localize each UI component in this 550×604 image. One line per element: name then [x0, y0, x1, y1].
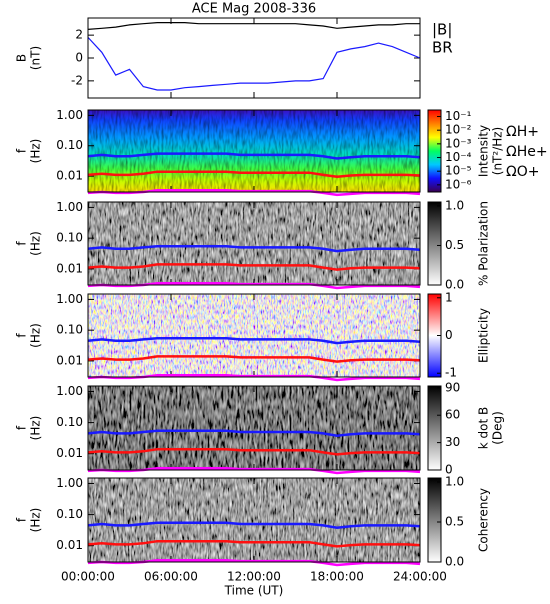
- colorbar-tick-label: 0: [445, 463, 453, 477]
- data-line: [87, 521, 421, 529]
- legend-label: ΩHe+: [506, 144, 548, 160]
- x-tick-label: 24:00:00: [393, 570, 447, 584]
- y-tick-label: 1.00: [56, 200, 83, 214]
- colorbar-tick-label: 10⁻⁵: [445, 164, 472, 178]
- colorbar-label: Coherency: [477, 488, 491, 552]
- colorbar-tick-label: 0.0: [445, 555, 464, 569]
- y-axis-label: f: [15, 425, 29, 430]
- colorbar-tick-label: 0: [445, 328, 453, 342]
- y-tick-label: 0.01: [56, 538, 83, 552]
- y-axis-label: (Hz): [29, 139, 43, 164]
- colorbar-tick-label: 1: [445, 290, 453, 304]
- y-axis-label: f: [15, 241, 29, 246]
- y-axis-label: (Hz): [29, 323, 43, 348]
- y-axis-label: f: [15, 333, 29, 338]
- y-axis-label: (Hz): [29, 231, 43, 256]
- data-line: [87, 539, 421, 548]
- y-tick-label: 0.10: [56, 507, 83, 521]
- data-line: [87, 355, 421, 363]
- colorbar-tick-label: 0.0: [445, 278, 464, 292]
- y-tick-label: 0: [75, 51, 83, 65]
- x-tick-label: 06:00:00: [144, 570, 198, 584]
- colorbar: [427, 477, 442, 563]
- y-tick-label: 0.01: [56, 261, 83, 275]
- data-line: [87, 336, 421, 345]
- colorbar-tick-label: -1: [445, 366, 457, 380]
- plot-frame: [87, 201, 421, 286]
- spectrogram-texture: [88, 110, 420, 192]
- spectrogram-image: [88, 202, 420, 285]
- colorbar-label: % Polarization: [477, 201, 491, 286]
- colorbar-tick-label: 10⁻⁶: [445, 177, 472, 191]
- y-tick-label: 1.00: [56, 108, 83, 122]
- colorbar-tick-label: 1.0: [445, 198, 464, 212]
- y-axis-label: f: [15, 148, 29, 153]
- colorbar-tick-label: 90: [445, 380, 460, 394]
- spectrogram-image: [88, 294, 420, 377]
- y-tick-label: 1.00: [56, 292, 83, 306]
- data-line: [87, 22, 420, 30]
- colorbar-tick-label: 0.5: [445, 238, 464, 252]
- y-axis-label: (Hz): [29, 508, 43, 533]
- y-axis-label: (Hz): [29, 416, 43, 441]
- y-tick-label: 0.10: [56, 231, 83, 245]
- colorbar-label: Ellipticity: [477, 308, 491, 363]
- plot-frame: [87, 293, 421, 378]
- legend-label: BR: [432, 39, 453, 57]
- y-tick-label: 0.01: [56, 353, 83, 367]
- x-tick-label: 12:00:00: [227, 570, 281, 584]
- data-line: [87, 447, 421, 456]
- colorbar: [427, 201, 442, 286]
- colorbar-label: Intensity: [477, 125, 491, 177]
- colorbar: [427, 109, 442, 193]
- colorbar-tick-label: 10⁻⁴: [445, 150, 472, 164]
- y-tick-label: -2: [71, 73, 83, 87]
- colorbar: [427, 385, 442, 471]
- colorbar-label: k dot B: [477, 407, 491, 449]
- y-tick-label: 2: [75, 28, 83, 42]
- colorbar-tick-label: 10⁻³: [445, 136, 472, 150]
- colorbar-label: (Deg): [491, 411, 505, 445]
- colorbar-label: (nT²/Hz): [491, 127, 505, 175]
- y-tick-label: 0.10: [56, 415, 83, 429]
- chart-title: ACE Mag 2008-336: [192, 2, 316, 17]
- plot-frame: [87, 109, 421, 193]
- legend-label: ΩO+: [506, 164, 539, 180]
- colorbar-tick-label: 10⁻²: [445, 123, 472, 137]
- y-tick-label: 0.01: [56, 446, 83, 460]
- y-axis-label: (nT): [29, 46, 43, 70]
- colorbar-tick-label: 0.5: [445, 515, 464, 529]
- x-tick-label: 18:00:00: [310, 570, 364, 584]
- data-line: [87, 170, 421, 179]
- y-tick-label: 0.10: [56, 323, 83, 337]
- plot-frame: [87, 477, 421, 563]
- data-line: [87, 36, 421, 91]
- data-line: [87, 263, 421, 271]
- y-axis-label: B: [15, 54, 29, 62]
- data-line: [87, 152, 421, 160]
- legend-label: ΩH+: [506, 124, 539, 140]
- y-tick-label: 0.10: [56, 138, 83, 152]
- spectrogram-image: [88, 478, 420, 562]
- x-tick-label: 00:00:00: [61, 570, 115, 584]
- spectrogram-image: [88, 386, 420, 470]
- legend-label: |B|: [432, 21, 452, 39]
- plot-frame: [87, 385, 421, 471]
- colorbar-tick-label: 30: [445, 435, 460, 449]
- x-axis-label: Time (UT): [224, 584, 284, 598]
- y-tick-label: 0.01: [56, 169, 83, 183]
- y-tick-label: 1.00: [56, 476, 83, 490]
- data-line: [87, 429, 421, 437]
- data-line: [87, 244, 421, 253]
- y-tick-label: 1.00: [56, 384, 83, 398]
- colorbar-tick-label: 60: [445, 408, 460, 422]
- y-axis-label: f: [15, 517, 29, 522]
- colorbar-tick-label: 1.0: [445, 475, 464, 489]
- colorbar-tick-label: 10⁻¹: [445, 109, 472, 123]
- plot-frame: [87, 17, 421, 99]
